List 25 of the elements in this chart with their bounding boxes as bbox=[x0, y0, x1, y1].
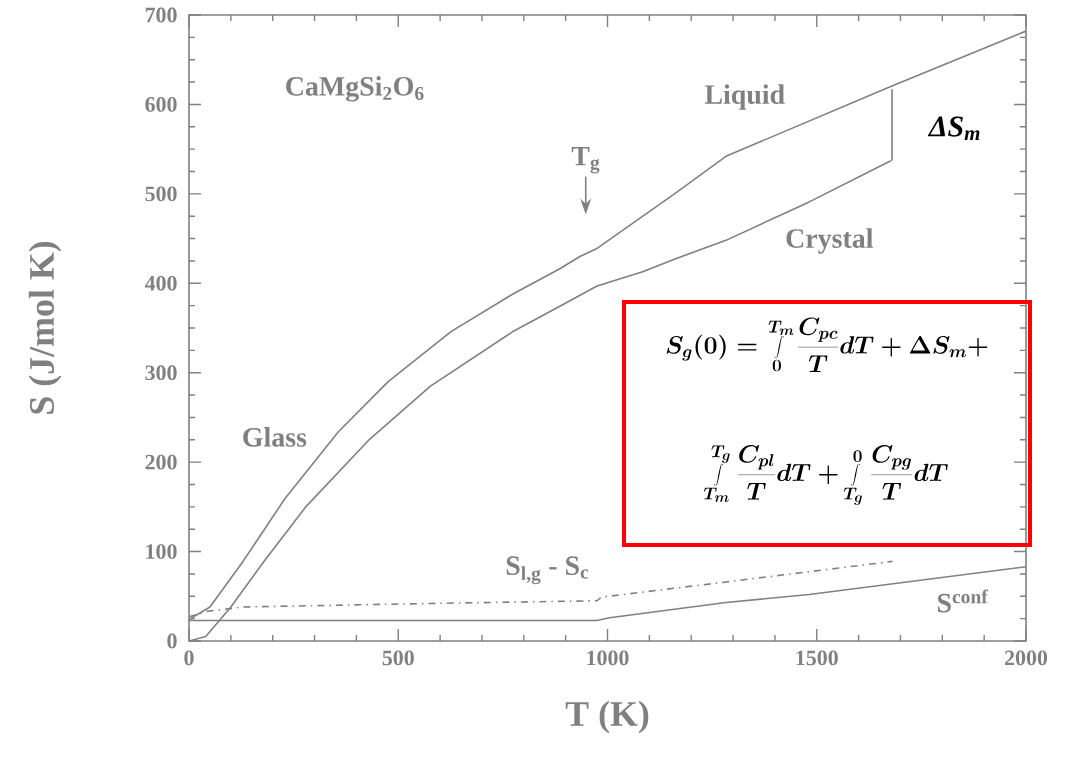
y-tick-label: 500 bbox=[145, 186, 177, 202]
annotation: Glass bbox=[243, 427, 307, 447]
annotation: S$^{conf}$ bbox=[937, 589, 988, 613]
x-tick-label: 2000 bbox=[1005, 650, 1048, 666]
y-tick-label: 700 bbox=[145, 7, 177, 23]
y-tick-label: 400 bbox=[144, 275, 177, 291]
annotation: S$_{l,g}$ - S$_{c}$ bbox=[506, 556, 589, 585]
x-tick-label: 0 bbox=[184, 650, 194, 666]
x-tick-label: 1500 bbox=[796, 650, 838, 666]
y-tick-label: 0 bbox=[167, 633, 177, 649]
annotation: $S_g(0)=\int\limits_{0}^{T_m}\frac{C_{pc}}{T}dT+\Delta S_m+$ bbox=[666, 317, 988, 373]
y-tick-label: 300 bbox=[145, 365, 177, 381]
x-tick-label: 500 bbox=[382, 650, 414, 666]
x-tick-label: 1000 bbox=[587, 650, 629, 666]
y-tick-label: 100 bbox=[146, 544, 177, 559]
x-axis-title: T (K) bbox=[565, 700, 649, 734]
annotation: T$_{g}$ bbox=[571, 147, 600, 174]
annotation: ΔS$_{m}$ bbox=[927, 116, 980, 141]
y-tick-label: 600 bbox=[145, 97, 177, 112]
annotation: Crystal bbox=[786, 228, 873, 254]
annotation: $\int\limits_{T_m}^{T_g}\frac{C_{pl}}{T}dT+\int\limits_{T_g}^{0}\frac{C_{pg}}{T}dT$ bbox=[703, 444, 948, 505]
y-axis-title: S (J/mol K) bbox=[28, 241, 62, 414]
annotation: CaMgSi$_{2}$O$_{6}$ bbox=[286, 76, 424, 102]
annotation: Liquid bbox=[704, 84, 785, 110]
y-tick-label: 200 bbox=[145, 454, 177, 470]
